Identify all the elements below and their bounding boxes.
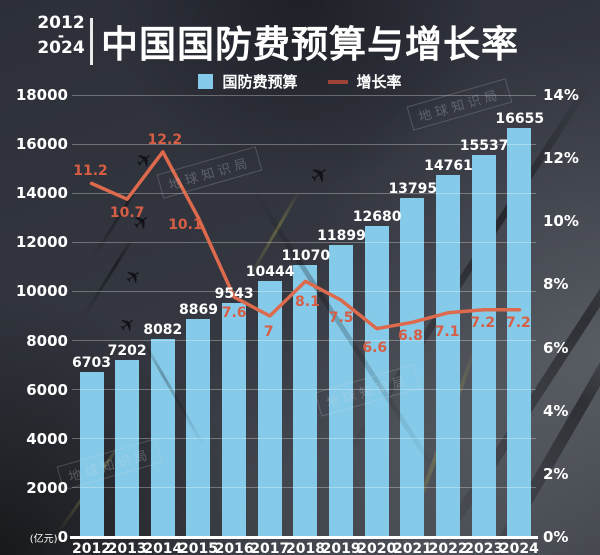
x-axis-tick: 2019 [321,541,361,555]
line-value-label: 7 [263,324,274,340]
y-axis-tick: (亿元)0 [29,528,68,546]
gridline [72,241,536,243]
secondary-y-axis-tick: 0% [543,528,569,546]
x-axis-tick: 2012 [72,541,111,555]
year-range-start: 2012 [37,13,85,33]
x-axis-line [70,535,538,539]
line-value-label: 7.6 [221,305,247,322]
gridline [72,192,536,194]
gridline [72,389,536,391]
y-axis-tick: 16000 [15,135,68,154]
y-axis-tick: 2000 [26,478,68,497]
line-value-label: 7.2 [506,314,531,331]
budget-bar [115,360,140,537]
x-axis-tick: 2022 [428,541,468,555]
secondary-y-axis-tick: 12% [543,149,579,168]
title-divider [90,18,93,65]
year-range: 2012 - 2024 [34,13,88,58]
line-value-label: 8.1 [295,294,320,311]
budget-bar [222,302,247,537]
bar-value-label: 11070 [281,248,331,265]
budget-bar [257,280,282,537]
y-axis-tick: 12000 [15,233,68,252]
gridline [72,487,536,489]
secondary-y-axis-tick: 8% [543,275,569,294]
line-legend-label: 增长率 [356,73,402,91]
y-axis-tick: 14000 [15,184,68,203]
x-axis-tick: 2023 [464,541,504,555]
x-axis-tick: 2021 [392,541,432,555]
gridline [72,94,536,96]
budget-bar [150,338,175,537]
budget-bar [186,319,211,537]
budget-bar [436,174,461,537]
gridline [72,290,536,292]
legend: 国防费预算 增长率 [0,71,600,92]
bar-value-label: 10444 [245,263,295,280]
x-axis-tick: 2018 [285,541,325,555]
gridline [72,438,536,440]
line-legend-swatch [327,79,348,84]
x-axis-tick: 2016 [214,541,254,555]
line-value-label: 12.2 [147,131,183,148]
bar-value-label: 8082 [143,321,183,338]
bar-value-label: 12680 [352,208,402,225]
y-axis-tick: 10000 [15,282,68,301]
bar-value-label: 6703 [72,355,111,372]
y-axis-tick: 18000 [15,86,68,104]
bar-value-label: 16655 [495,111,545,128]
budget-bar [471,155,496,537]
x-axis-tick: 2017 [250,541,290,555]
year-range-end: 2024 [37,37,85,58]
bar-value-label: 14761 [424,157,473,174]
x-axis-tick: 2024 [499,541,539,555]
x-axis-tick: 2013 [107,541,147,555]
y-axis-tick: 6000 [26,380,68,399]
budget-bar [507,128,532,537]
bar-value-label: 15537 [459,138,509,155]
x-axis-tick: 2020 [357,541,397,555]
secondary-y-axis-tick: 4% [543,401,569,420]
bar-value-label: 9543 [214,285,254,302]
line-value-label: 10.7 [109,205,145,222]
line-value-label: 11.2 [73,163,108,180]
gridline [72,340,536,342]
line-value-label: 10.1 [168,217,203,234]
y-axis-tick: 4000 [26,429,68,448]
bar-value-label: 13795 [388,181,438,198]
x-axis-tick: 2014 [143,541,183,555]
bar-value-label: 7202 [107,343,147,360]
line-value-label: 7.5 [328,310,354,327]
x-axis-tick: 2015 [178,541,218,555]
secondary-y-axis-tick: 10% [543,212,579,231]
y-axis-tick: 8000 [26,331,68,350]
year-range-separator: - [57,26,65,45]
gridline [72,143,536,145]
bar-legend-swatch [198,74,214,89]
bar-legend-label: 国防费预算 [222,73,298,91]
budget-bar [79,372,104,537]
page-title: 中国国防费预算与增长率 [101,23,519,66]
y-axis-unit: (亿元) [29,534,58,545]
secondary-y-axis-tick: 2% [543,464,569,483]
secondary-y-axis-tick: 6% [543,338,569,357]
bar-value-label: 11899 [317,227,366,244]
